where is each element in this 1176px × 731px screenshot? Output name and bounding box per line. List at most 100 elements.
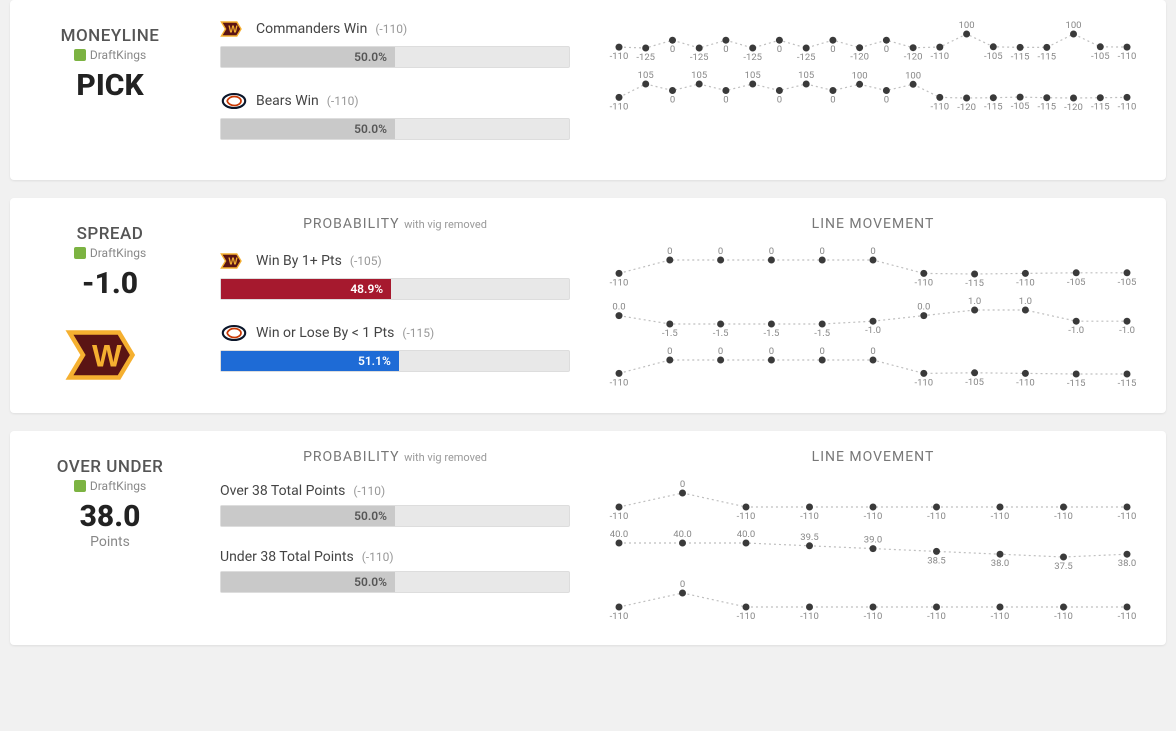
sportsbook-label: DraftKings <box>10 479 210 493</box>
lm-point-label: -110 <box>1016 377 1035 388</box>
probability-title: PROBABILITY with vig removed <box>220 216 570 232</box>
lm-row-container: -11010501050105010501000100-110-120-115-… <box>598 68 1148 112</box>
probability-fill: 50.0% <box>221 572 395 592</box>
lm-point <box>819 257 826 264</box>
lm-row-container: 0.0-1.5-1.5-1.5-1.5-1.00.01.01.0-1.0-1.0 <box>598 294 1148 338</box>
lm-point <box>743 504 750 511</box>
lm-point-label: 0 <box>830 44 835 55</box>
lm-point <box>696 81 703 88</box>
lm-point-label: 100 <box>852 70 868 81</box>
lm-point-label: 0 <box>769 346 774 357</box>
lm-point-label: 40.0 <box>673 529 692 540</box>
lm-point-label: 0 <box>870 246 875 257</box>
lm-point-label: 38.0 <box>991 558 1010 569</box>
lm-point-label: 0.0 <box>917 302 930 313</box>
panel-line-movement: -110-1250-1250-1250-1250-1200-120-110100… <box>580 18 1166 162</box>
lm-point-label: 0 <box>870 346 875 357</box>
lm-point <box>870 504 877 511</box>
lm-point <box>1070 95 1077 102</box>
lm-point-label: 0 <box>667 246 672 257</box>
outcome-row: Under 38 Total Points (-110) 50.0% <box>220 549 570 593</box>
probability-bar: 50.0% <box>220 46 570 68</box>
lm-point-label: -110 <box>914 377 933 388</box>
lm-point <box>883 37 890 44</box>
lm-point-label: 0 <box>670 44 675 55</box>
lm-point <box>722 37 729 44</box>
lm-point-label: -1.0 <box>865 325 881 336</box>
lm-point-label: -105 <box>1091 51 1110 62</box>
lm-point <box>679 490 686 497</box>
lm-point <box>1060 554 1067 561</box>
lm-point <box>743 604 750 611</box>
lm-point <box>616 44 623 51</box>
lm-row-container: -11000000-110-105-110-115-115 <box>598 344 1148 388</box>
bet-panel-spread: SPREAD DraftKings -1.0 W PROBABILITY wit… <box>10 198 1166 413</box>
outcome-label: Bears Win <box>256 93 319 109</box>
lm-point-label: 105 <box>745 70 761 81</box>
lm-point <box>806 504 813 511</box>
outcome-odds: (-110) <box>327 94 359 108</box>
probability-bar: 50.0% <box>220 118 570 140</box>
lm-point-label: -120 <box>957 102 976 112</box>
lm-point <box>1097 43 1104 50</box>
lm-point <box>806 604 813 611</box>
lm-point-label: -110 <box>610 611 629 621</box>
lm-point <box>768 257 775 264</box>
lm-point-label: -110 <box>610 377 629 388</box>
lm-point <box>910 81 917 88</box>
panel-left: MONEYLINE DraftKings PICK <box>10 18 210 162</box>
lm-point-label: 40.0 <box>737 529 756 540</box>
lm-point <box>933 604 940 611</box>
lm-point-label: 0 <box>680 579 685 590</box>
lm-point <box>776 37 783 44</box>
lm-point-label: 0 <box>769 246 774 257</box>
svg-text:W: W <box>92 337 122 373</box>
lm-point-label: -125 <box>743 52 762 62</box>
lm-point <box>819 321 826 328</box>
lm-point-label: 100 <box>959 20 975 31</box>
outcome-odds: (-115) <box>402 326 434 340</box>
lm-point <box>1124 604 1131 611</box>
sportsbook-label: DraftKings <box>10 48 210 62</box>
lm-point <box>1070 31 1077 38</box>
lm-point <box>920 370 927 377</box>
lm-point <box>616 270 623 277</box>
probability-fill: 51.1% <box>221 351 399 371</box>
lm-point <box>669 37 676 44</box>
lm-point <box>666 357 673 364</box>
line-movement-title: LINE MOVEMENT <box>598 449 1148 465</box>
lm-point-label: -120 <box>904 52 923 62</box>
lm-point-label: -1.5 <box>662 328 678 338</box>
lm-point-label: -110 <box>864 611 883 621</box>
bet-type-label: OVER UNDER <box>10 457 210 477</box>
lm-point <box>1022 270 1029 277</box>
lm-point <box>1060 604 1067 611</box>
lm-point-label: 38.0 <box>1118 558 1137 569</box>
probability-fill: 50.0% <box>221 47 395 67</box>
lm-point-label: 38.5 <box>927 555 946 566</box>
outcome-odds: (-105) <box>350 254 382 268</box>
lm-point <box>870 357 877 364</box>
probability-bar: 50.0% <box>220 505 570 527</box>
lm-point <box>696 45 703 52</box>
team-logo-commanders: W <box>220 18 248 40</box>
lm-point <box>997 551 1004 558</box>
draftkings-icon <box>74 247 86 259</box>
lm-point <box>717 257 724 264</box>
lm-point <box>920 312 927 319</box>
draftkings-icon <box>74 49 86 61</box>
lm-point-label: -110 <box>991 611 1010 621</box>
line-movement-row: -11000000-110-105-110-115-115 <box>598 344 1148 388</box>
svg-text:W: W <box>228 25 238 36</box>
probability-bar: 48.9% <box>220 278 570 300</box>
lm-point-label: -105 <box>984 51 1003 62</box>
outcome-odds: (-110) <box>362 550 394 564</box>
lm-point <box>971 369 978 376</box>
outcome-row: Win or Lose By < 1 Pts (-115) 51.1% <box>220 322 570 372</box>
lm-point <box>666 321 673 328</box>
lm-point-label: -115 <box>1037 51 1056 62</box>
lm-point-label: -1.0 <box>1119 325 1135 336</box>
lm-point <box>963 95 970 102</box>
lm-point <box>803 81 810 88</box>
lm-point <box>722 87 729 94</box>
